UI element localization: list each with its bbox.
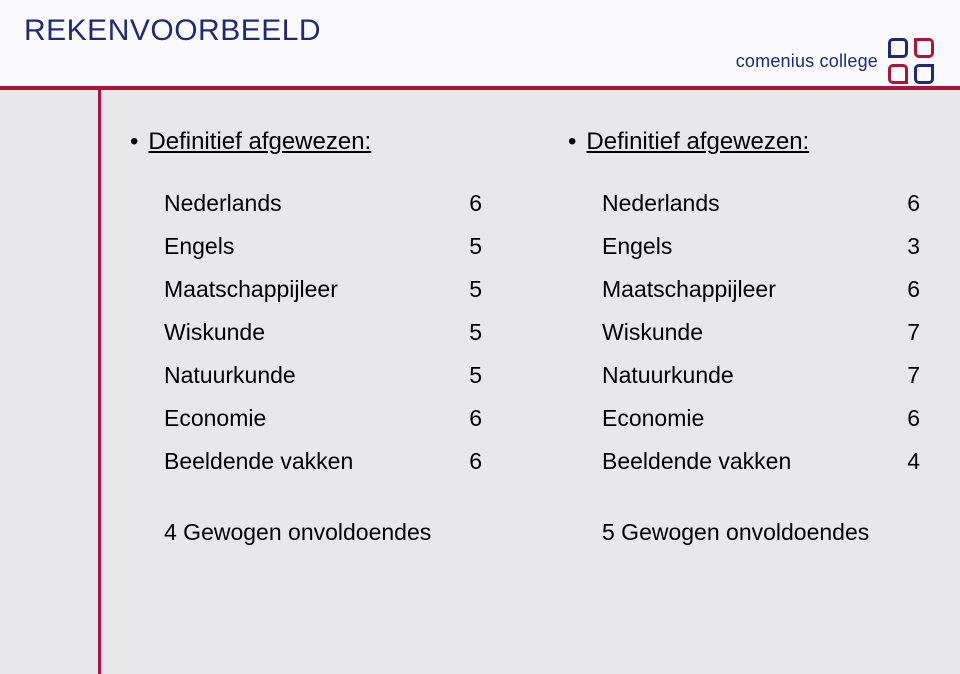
right-heading-text: Definitief afgewezen:: [586, 128, 809, 156]
left-heading-text: Definitief afgewezen:: [148, 128, 371, 156]
row-label: Nederlands: [602, 190, 720, 217]
table-row: Wiskunde 7: [602, 319, 920, 346]
row-label: Wiskunde: [164, 319, 265, 346]
row-value: 6: [452, 448, 482, 475]
table-row: Engels 5: [164, 233, 482, 260]
bullet-icon: •: [130, 130, 138, 154]
table-row: Engels 3: [602, 233, 920, 260]
row-label: Engels: [602, 233, 672, 260]
row-label: Economie: [164, 405, 266, 432]
logo-text: comenius college: [736, 51, 878, 72]
table-row: Economie 6: [602, 405, 920, 432]
table-row: Beeldende vakken 4: [602, 448, 920, 475]
page-title: REKENVOORBEELD: [24, 14, 321, 48]
row-value: 6: [890, 190, 920, 217]
row-value: 7: [890, 362, 920, 389]
row-value: 7: [890, 319, 920, 346]
row-value: 4: [890, 448, 920, 475]
logo: comenius college: [736, 38, 934, 84]
bullet-icon: •: [568, 130, 576, 154]
row-value: 5: [452, 233, 482, 260]
left-column: • Definitief afgewezen: Nederlands 6 Engel…: [130, 128, 482, 546]
row-value: 6: [452, 190, 482, 217]
row-value: 6: [890, 405, 920, 432]
row-label: Beeldende vakken: [164, 448, 353, 475]
table-row: Wiskunde 5: [164, 319, 482, 346]
table-row: Beeldende vakken 6: [164, 448, 482, 475]
row-value: 5: [452, 276, 482, 303]
row-label: Economie: [602, 405, 704, 432]
left-heading: • Definitief afgewezen:: [130, 128, 482, 156]
row-label: Natuurkunde: [602, 362, 734, 389]
table-row: Nederlands 6: [602, 190, 920, 217]
right-footer: 5 Gewogen onvoldoendes: [602, 519, 920, 546]
vertical-divider: [98, 90, 101, 674]
table-row: Maatschappijleer 5: [164, 276, 482, 303]
logo-icon: [888, 38, 934, 84]
row-value: 6: [452, 405, 482, 432]
row-label: Engels: [164, 233, 234, 260]
table-row: Natuurkunde 7: [602, 362, 920, 389]
table-row: Economie 6: [164, 405, 482, 432]
row-value: 3: [890, 233, 920, 260]
row-value: 5: [452, 362, 482, 389]
table-row: Natuurkunde 5: [164, 362, 482, 389]
table-row: Nederlands 6: [164, 190, 482, 217]
row-label: Wiskunde: [602, 319, 703, 346]
right-rows: Nederlands 6 Engels 3 Maatschappijleer 6 Wisku…: [602, 190, 920, 475]
left-footer: 4 Gewogen onvoldoendes: [164, 519, 482, 546]
left-rows: Nederlands6Engels5Maatschappijleer5Wisku…: [164, 190, 482, 475]
slide-header: REKENVOORBEELD comenius college: [0, 0, 960, 90]
row-value: 5: [452, 319, 482, 346]
row-label: Maatschappijleer: [602, 276, 776, 303]
right-heading: • Definitief afgewezen:: [568, 128, 920, 156]
table-row: Maatschappijleer 6: [602, 276, 920, 303]
row-label: Maatschappijleer: [164, 276, 338, 303]
row-value: 6: [890, 276, 920, 303]
content-area: • Definitief afgewezen: Nederlands 6 Engel…: [130, 128, 920, 546]
row-label: Nederlands: [164, 190, 282, 217]
right-column: • Definitief afgewezen: Nederlands 6 Engel…: [568, 128, 920, 546]
row-label: Beeldende vakken: [602, 448, 791, 475]
row-label: Natuurkunde: [164, 362, 296, 389]
